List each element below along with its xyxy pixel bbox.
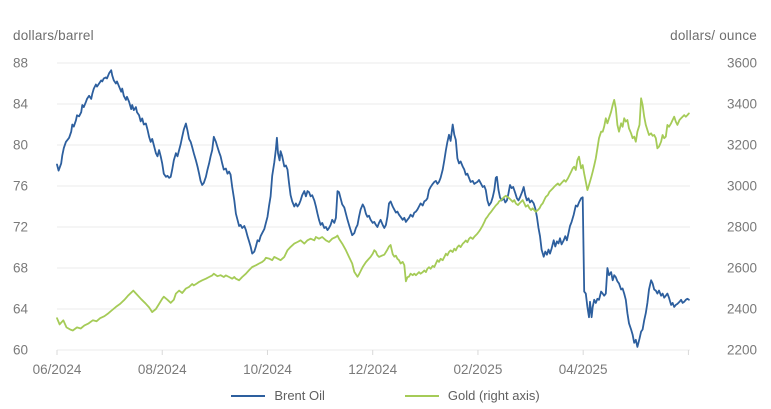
left-axis-tick-label: 88	[13, 56, 28, 71]
legend-item-brent: Brent Oil	[231, 388, 325, 403]
x-axis-tick-label: 08/2024	[138, 362, 187, 377]
chart-legend: Brent Oil Gold (right axis)	[0, 388, 771, 403]
right-axis-tick-label: 2600	[727, 261, 757, 276]
legend-label-gold: Gold (right axis)	[447, 388, 540, 403]
legend-item-gold: Gold (right axis)	[404, 388, 540, 403]
right-axis-tick-label: 3600	[727, 56, 757, 71]
gold-right-axis-series-line	[56, 97, 690, 332]
left-axis-tick-label: 76	[13, 179, 28, 194]
left-axis-title: dollars/barrel	[13, 28, 94, 43]
brent-oil-series-line	[56, 69, 690, 348]
right-axis-tick-label: 2400	[727, 302, 757, 317]
right-axis-tick-label: 2200	[727, 343, 757, 358]
right-axis-tick-label: 3200	[727, 138, 757, 153]
right-axis-tick-label: 2800	[727, 220, 757, 235]
left-axis-tick-label: 60	[13, 343, 28, 358]
x-axis-tick-label: 04/2025	[559, 362, 608, 377]
x-axis-tick-label: 10/2024	[243, 362, 292, 377]
legend-label-brent: Brent Oil	[274, 388, 325, 403]
right-axis-title: dollars/ ounce	[670, 28, 757, 43]
x-axis-tick-label: 06/2024	[33, 362, 82, 377]
left-axis-tick-label: 80	[13, 138, 28, 153]
right-axis-tick-label: 3400	[727, 97, 757, 112]
x-axis-tick-label: 02/2025	[454, 362, 503, 377]
brent-line-swatch-icon	[231, 394, 266, 397]
left-axis-tick-label: 64	[13, 302, 29, 317]
x-axis-tick-label: 12/2024	[348, 362, 397, 377]
left-axis-tick-label: 68	[13, 261, 28, 276]
gold-line-swatch-icon	[404, 394, 439, 397]
right-axis-tick-label: 3000	[727, 179, 757, 194]
left-axis-tick-label: 84	[13, 97, 29, 112]
left-axis-tick-label: 72	[13, 220, 28, 235]
